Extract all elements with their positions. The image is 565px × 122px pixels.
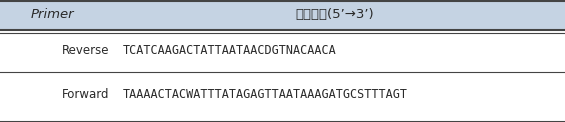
Text: Primer: Primer xyxy=(31,9,75,21)
Bar xyxy=(0,0,565,30)
Text: TAAAACTACWATTTATAGAGTTAATAAAGATGCSTTTAGT: TAAAACTACWATTTATAGAGTTAATAAAGATGCSTTTAGT xyxy=(123,88,408,102)
Text: TCATCAAGACTATTAATAACDGTNACAACA: TCATCAAGACTATTAATAACDGTNACAACA xyxy=(123,45,337,57)
Text: Reverse: Reverse xyxy=(62,45,110,57)
Text: Forward: Forward xyxy=(62,88,110,102)
Text: 염기서열(5’→3’): 염기서열(5’→3’) xyxy=(295,9,374,21)
